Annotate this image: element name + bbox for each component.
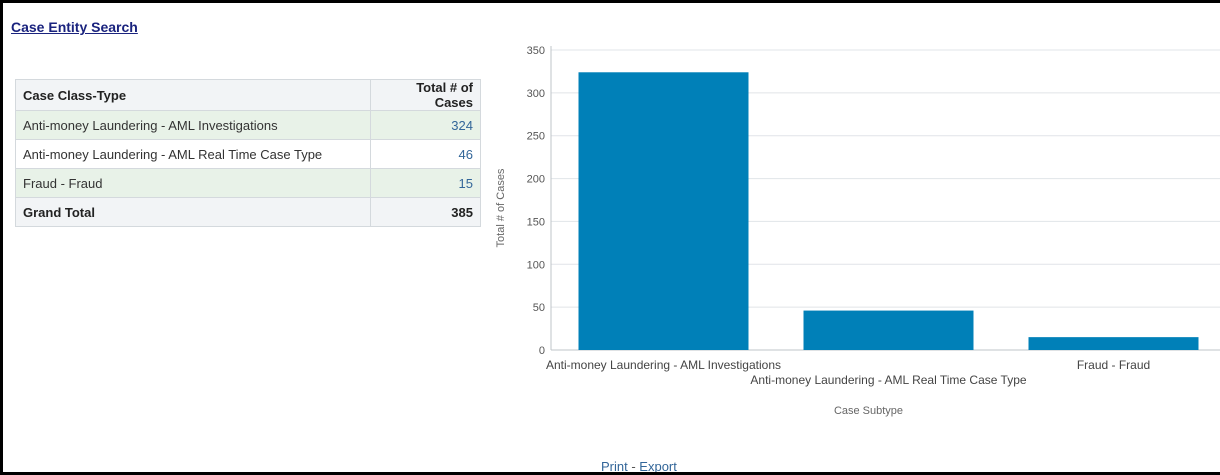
y-tick-label: 150 [527, 216, 545, 228]
y-tick-label: 200 [527, 174, 545, 186]
case-count-cell: 46 [370, 139, 481, 169]
page-title-link[interactable]: Case Entity Search [11, 19, 138, 35]
case-type-cell: Anti-money Laundering - AML Investigatio… [15, 110, 371, 140]
bar [803, 310, 974, 350]
footer-actions: Print - Export [601, 459, 677, 474]
print-link[interactable]: Print [601, 459, 628, 474]
case-type-cell: Fraud - Fraud [15, 168, 371, 198]
grand-total-label: Grand Total [15, 197, 371, 227]
table-row: Anti-money Laundering - AML Real Time Ca… [15, 139, 481, 169]
case-type-cell: Anti-money Laundering - AML Real Time Ca… [15, 139, 371, 169]
case-count-link[interactable]: 15 [458, 175, 473, 191]
bar [578, 72, 749, 351]
grand-total-row: Grand Total 385 [15, 197, 481, 227]
table-row: Fraud - Fraud 15 [15, 168, 481, 198]
y-tick-label: 0 [539, 345, 545, 357]
y-tick-label: 300 [527, 88, 545, 100]
grand-total-value: 385 [370, 197, 481, 227]
y-tick-label: 250 [527, 131, 545, 143]
x-category-label: Fraud - Fraud [1077, 358, 1150, 372]
bar [1028, 337, 1199, 350]
table-row: Anti-money Laundering - AML Investigatio… [15, 110, 481, 140]
footer-separator: - [627, 459, 640, 474]
x-category-label: Anti-money Laundering - AML Real Time Ca… [750, 373, 1026, 387]
case-count-link[interactable]: 46 [458, 146, 473, 162]
case-count-link[interactable]: 324 [451, 117, 473, 133]
y-tick-label: 50 [533, 302, 545, 314]
x-axis-title: Case Subtype [834, 405, 903, 417]
case-subtype-bar-chart: 0 50 100 150 200 250 300 350 Anti-money Launderi… [495, 45, 1220, 417]
y-tick-label: 100 [527, 259, 545, 271]
column-header-total-cases[interactable]: Total # of Cases [370, 79, 481, 111]
y-tick-label: 350 [527, 45, 545, 57]
export-link[interactable]: Export [639, 459, 677, 474]
x-category-label: Anti-money Laundering - AML Investigatio… [546, 358, 781, 372]
case-summary-table: Case Class-Type Total # of Cases Anti-mo… [15, 79, 481, 227]
table-header-row: Case Class-Type Total # of Cases [15, 79, 481, 111]
y-axis-title: Total # of Cases [495, 168, 507, 247]
case-count-cell: 324 [370, 110, 481, 140]
